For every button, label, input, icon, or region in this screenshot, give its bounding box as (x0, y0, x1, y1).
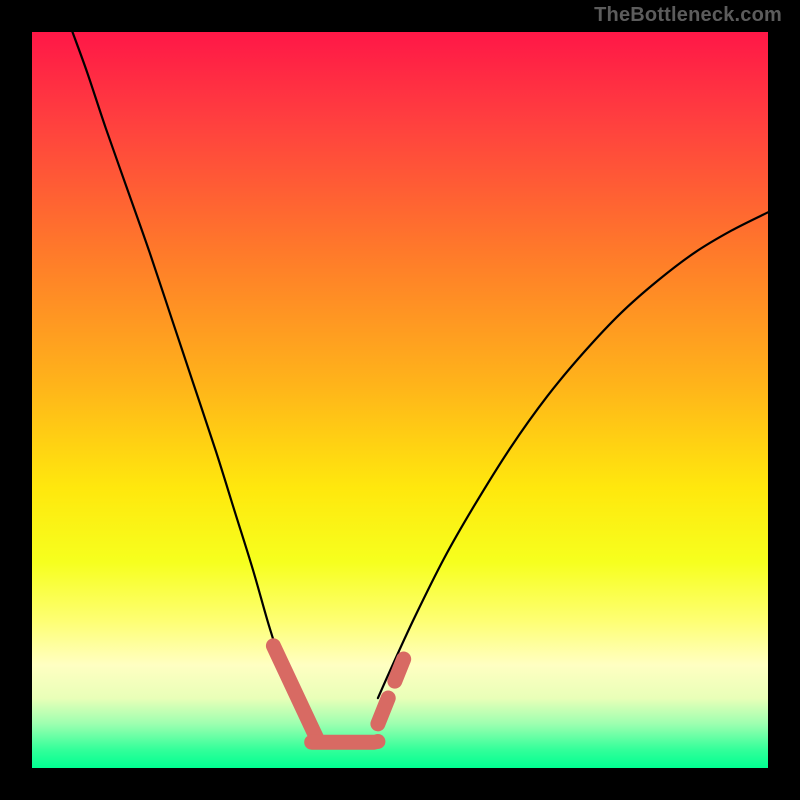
chart-svg (32, 32, 768, 768)
watermark-text: TheBottleneck.com (594, 4, 782, 27)
plot-area (32, 32, 768, 768)
overlay-right-dash-2 (395, 659, 404, 681)
overlay-right-dash-1 (378, 698, 388, 724)
chart-frame: TheBottleneck.com (0, 0, 800, 800)
overlay-right-dot (370, 734, 385, 749)
